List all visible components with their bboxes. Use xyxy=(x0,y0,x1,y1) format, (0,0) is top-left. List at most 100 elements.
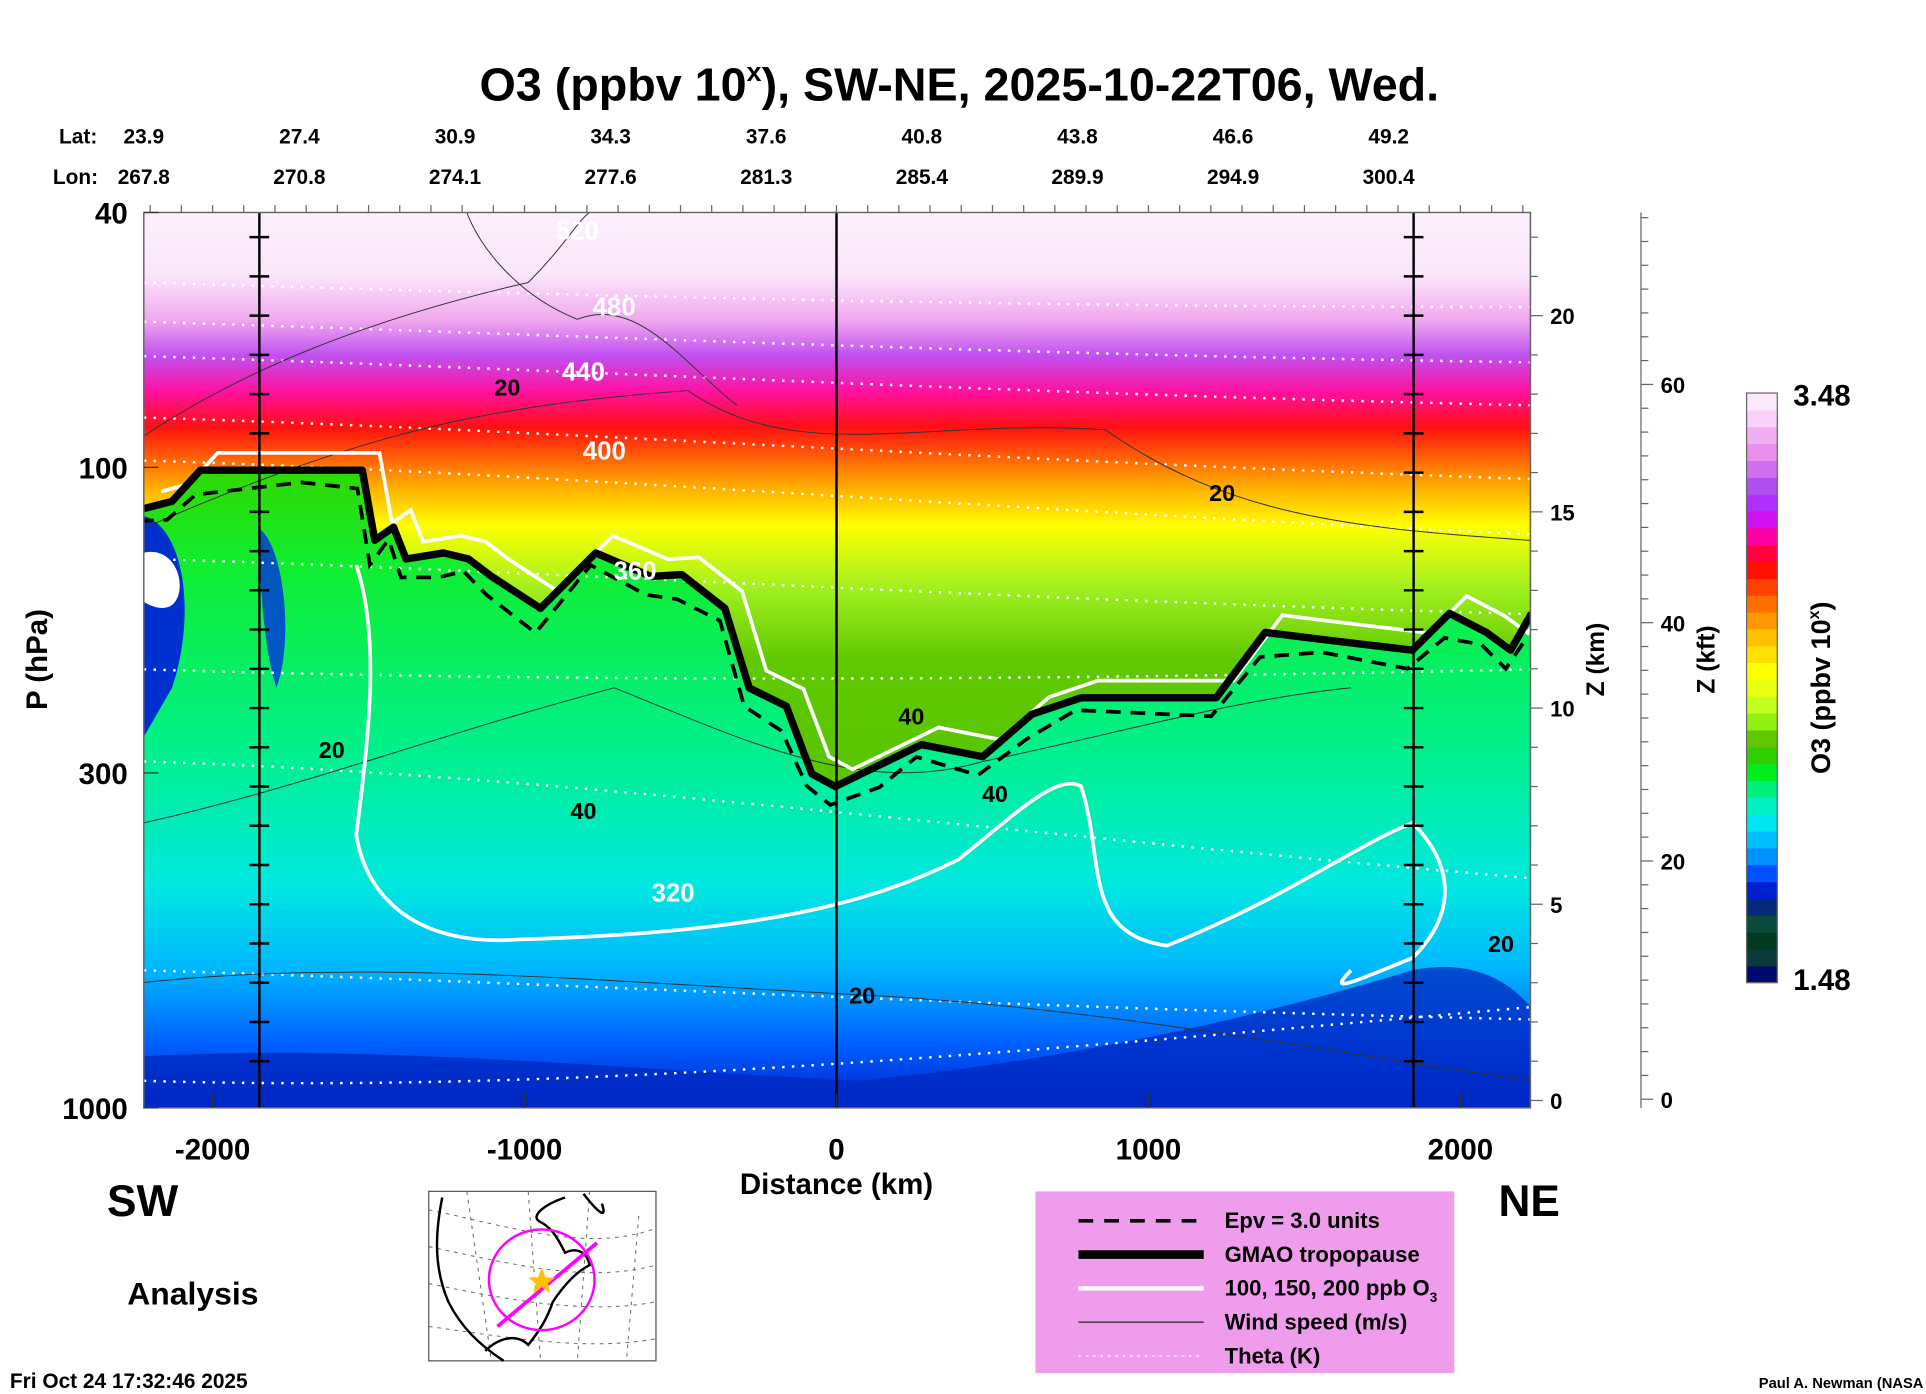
wind-speed-contours xyxy=(143,212,1531,1082)
colorbar-swatch xyxy=(1746,729,1778,748)
colorbar-swatch xyxy=(1746,561,1778,579)
chart-title: O3 (ppbv 10x), SW-NE, 2025-10-22T06, Wed… xyxy=(480,57,1440,111)
y-tick-label: 40 xyxy=(95,198,128,231)
direction-ne: NE xyxy=(1498,1177,1559,1226)
lat-value: 27.4 xyxy=(279,126,320,149)
high-ozone-streak xyxy=(258,528,286,688)
vertical-markers xyxy=(249,212,1424,1108)
colorbar-swatch xyxy=(1746,780,1778,798)
y-tick-label: 100 xyxy=(79,452,128,485)
colorbar-frame xyxy=(1745,392,1778,984)
x-axis-title: Distance (km) xyxy=(740,1168,933,1201)
colorbar-swatch xyxy=(1746,595,1778,613)
lat-value: 49.2 xyxy=(1368,126,1409,149)
wind-speed-label: 40 xyxy=(571,798,597,824)
colorbar-swatch xyxy=(1746,477,1778,495)
footer-date: Fri Oct 24 17:32:46 2025 xyxy=(10,1370,248,1393)
legend-subscript: 3 xyxy=(1430,1290,1438,1305)
theta-line xyxy=(143,281,1531,309)
theta-line xyxy=(143,557,1531,616)
colorbar-swatch xyxy=(1746,443,1778,462)
colorbar-swatch xyxy=(1746,965,1778,984)
lon-value: 270.8 xyxy=(273,166,325,189)
x-tick-label: 0 xyxy=(828,1133,844,1166)
title-rest: ), SW-NE, 2025-10-22T06, Wed. xyxy=(762,59,1440,111)
boundary-layer-blue xyxy=(143,967,1531,1108)
x-tick-label: 2000 xyxy=(1428,1133,1494,1166)
contour-labels: 520 480 440 400 360 320 20 20 20 40 40 40 20 20 xyxy=(319,217,1514,1008)
lon-value: 277.6 xyxy=(585,166,637,189)
lat-value: 30.9 xyxy=(435,126,476,149)
wind-speed-label: 20 xyxy=(494,374,520,400)
colorbar-min-label: 1.48 xyxy=(1793,964,1850,997)
colorbar-swatch xyxy=(1746,409,1778,428)
coastline xyxy=(435,1193,605,1362)
legend-label: Epv = 3.0 units xyxy=(1225,1208,1380,1233)
colorbar-swatch xyxy=(1746,864,1778,883)
legend-label: Wind speed (m/s) xyxy=(1225,1310,1408,1335)
ozone-100-150-200-contours xyxy=(160,451,1531,772)
colorbar-swatch xyxy=(1746,662,1778,680)
lat-value: 34.3 xyxy=(590,126,631,149)
axes: -2000 -1000 0 1000 2000 40 100 300 1000 0 5 10 15 20 0… xyxy=(62,198,1685,1167)
colorbar-title: O3 (ppbv 10x) xyxy=(1806,602,1836,775)
plot-area: 520 480 440 400 360 320 20 20 20 40 40 40 20 20 xyxy=(143,212,1531,1108)
gmao-tropopause-line xyxy=(143,466,1531,791)
zkm-tick-label: 10 xyxy=(1550,697,1575,722)
colorbar-swatch xyxy=(1746,881,1778,899)
colorbar-title-end: ) xyxy=(1806,602,1836,611)
legend-label: 100, 150, 200 ppb O3 xyxy=(1225,1276,1438,1305)
colorbar-swatch xyxy=(1746,679,1778,697)
theta-label: 360 xyxy=(614,558,657,586)
colorbar-title-main: O3 (ppbv 10 xyxy=(1806,619,1836,774)
wind-speed-label: 40 xyxy=(898,704,924,730)
direction-sw: SW xyxy=(107,1177,178,1226)
ozone-100-contour-lower xyxy=(354,564,1447,986)
legend-label: GMAO tropopause xyxy=(1225,1242,1420,1267)
range-circle xyxy=(487,1228,596,1332)
colorbar-swatch xyxy=(1746,932,1778,950)
legend-label: Theta (K) xyxy=(1225,1343,1321,1368)
theta-contours xyxy=(143,281,1531,1085)
colorbar-swatch xyxy=(1746,948,1778,967)
colorbar-swatch xyxy=(1746,393,1778,411)
lon-value: 289.9 xyxy=(1051,166,1103,189)
lon-value: 294.9 xyxy=(1207,166,1259,189)
wind-speed-label: 20 xyxy=(1488,931,1514,957)
location-map-inset xyxy=(428,1190,657,1362)
colorbar-swatch xyxy=(1746,426,1778,445)
colorbar-swatch xyxy=(1746,460,1778,478)
theta-label: 400 xyxy=(583,437,626,465)
zkm-tick-label: 5 xyxy=(1550,893,1562,918)
colorbar-swatch xyxy=(1746,494,1778,512)
wind-speed-label: 20 xyxy=(849,982,875,1008)
zkm-tick-label: 15 xyxy=(1550,500,1575,525)
colorbar-swatch xyxy=(1746,611,1778,630)
title-superscript: x xyxy=(747,57,762,87)
colorbar-swatch xyxy=(1746,713,1778,731)
zkm-tick-label: 20 xyxy=(1550,304,1575,329)
title-main: O3 (ppbv 10 xyxy=(480,59,747,111)
lat-value: 37.6 xyxy=(746,126,787,149)
colorbar-swatch xyxy=(1746,746,1778,765)
zkft-tick-label: 0 xyxy=(1661,1088,1673,1113)
lat-lon-labels: 23.9 27.4 30.9 34.3 37.6 40.8 43.8 46.6 49.2 267.… xyxy=(118,126,1415,190)
theta-line xyxy=(143,320,1531,364)
x-tick-label: -2000 xyxy=(175,1133,250,1166)
y-tick-label: 1000 xyxy=(62,1093,128,1126)
zkm-tick-label: 0 xyxy=(1550,1089,1562,1114)
colorbar-max-label: 3.48 xyxy=(1793,379,1850,412)
theta-line xyxy=(143,969,1531,1021)
analysis-label: Analysis xyxy=(127,1275,258,1311)
white-gap xyxy=(143,551,180,608)
colorbar-swatch xyxy=(1746,544,1778,563)
center-star-icon xyxy=(528,1267,556,1294)
colorbar xyxy=(1745,392,1778,984)
y-axis-title: P (hPa) xyxy=(21,609,54,710)
lat-value: 23.9 xyxy=(123,126,164,149)
theta-label: 520 xyxy=(556,217,599,245)
colorbar-swatch xyxy=(1746,814,1778,832)
theta-line xyxy=(143,459,1531,536)
colorbar-swatch xyxy=(1746,696,1778,714)
